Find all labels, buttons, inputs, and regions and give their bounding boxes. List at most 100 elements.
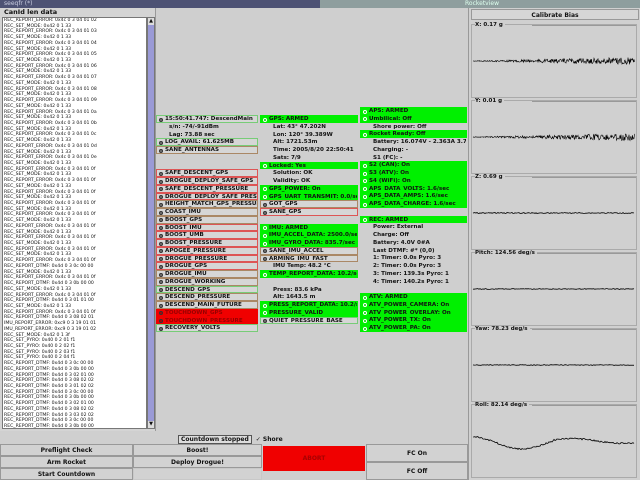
- log-line[interactable]: REC_REPORT_DTMF: 0x4d 0 3 0b 00 00: [4, 424, 94, 429]
- abort-button[interactable]: ABORT: [263, 446, 365, 471]
- log-line[interactable]: REC_SET_MODE: 0x42 0 1 33: [4, 160, 72, 166]
- status-indicator: SANE_ANTENNAS: [156, 146, 258, 154]
- log-line[interactable]: REC_SET_MODE: 0x42 0 1 33: [4, 172, 72, 178]
- calibrate-bias-button[interactable]: Calibrate Bias: [471, 9, 639, 20]
- log-line[interactable]: REC_SET_MODE: 0x42 0 1 3f: [4, 332, 70, 338]
- status-text: s/n: -74/-91dBm: [156, 123, 258, 131]
- log-line[interactable]: REC_REPORT_ERROR: 0x4c 0 3 04 01 0b: [4, 120, 97, 126]
- log-line[interactable]: REC_REPORT_DTMF: 0x4d 0 3 0c 00 00: [4, 418, 94, 424]
- log-line[interactable]: REC_REPORT_ERROR: 0x4c 0 3 04 01 0f: [4, 223, 96, 229]
- log-line[interactable]: REC_SET_MODE: 0x42 0 1 33: [4, 23, 72, 29]
- arm-rocket-button[interactable]: Arm Rocket: [0, 456, 133, 468]
- boost-button[interactable]: Boost!: [133, 444, 262, 456]
- log-line[interactable]: REC_REPORT_ERROR: 0x4c 0 3 04 01 06: [4, 63, 97, 69]
- log-line[interactable]: REC_REPORT_ERROR: 0x4c 0 3 04 01 0f: [4, 201, 96, 206]
- log-line[interactable]: REC_SET_MODE: 0x42 0 1 33: [4, 218, 72, 224]
- log-line[interactable]: REC_SET_MODE: 0x42 0 1 33: [4, 115, 72, 121]
- log-line[interactable]: IMU_REPORT_ERROR: 0xc9 0 3 19 01 02: [4, 326, 97, 332]
- log-line[interactable]: REC_REPORT_ERROR: 0x4c 0 3 04 01 0e: [4, 155, 97, 161]
- log-line[interactable]: REC_SET_MODE: 0x42 0 1 33: [4, 35, 72, 41]
- log-line[interactable]: REC_SET_MODE: 0x42 0 1 33: [4, 241, 72, 247]
- log-line[interactable]: REC_SET_MODE: 0x42 0 1 33: [4, 269, 72, 275]
- log-line[interactable]: REC_REPORT_DTMF: 0x4d 0 3 02 01 00: [4, 401, 94, 407]
- shore-checkbox[interactable]: ✓ Shore: [256, 435, 283, 444]
- status-label: Locked: Yes: [269, 162, 306, 169]
- log-line[interactable]: REC_SET_MODE: 0x42 0 1 33: [4, 206, 72, 212]
- log-line[interactable]: REC_SET_MODE: 0x42 0 1 33: [4, 126, 72, 132]
- log-line[interactable]: REC_REPORT_ERROR: 0x4c 0 3 04 01 07: [4, 75, 97, 81]
- log-line[interactable]: REC_SET_PYRO: 0x40 0 2 02 f1: [4, 343, 76, 349]
- deploy-drogue-button[interactable]: Deploy Drogue!: [133, 456, 262, 468]
- log-line[interactable]: REC_REPORT_ERROR: 0x4c 0 3 04 01 0f: [4, 166, 96, 172]
- log-line[interactable]: REC_REPORT_ERROR: 0x4c 0 3 04 01 0f: [4, 235, 96, 241]
- log-line[interactable]: REC_SET_PYRO: 0x40 0 2 04 f1: [4, 355, 76, 361]
- scroll-down-icon[interactable]: ▼: [148, 421, 154, 428]
- log-line[interactable]: REC_REPORT_ERROR: 0x4c 0 3 04 01 0a: [4, 109, 97, 115]
- log-line[interactable]: REC_REPORT_ERROR: 0x4c 0 3 04 01 0f: [4, 275, 96, 281]
- log-line[interactable]: REC_SET_MODE: 0x42 0 1 33: [4, 303, 72, 309]
- log-line[interactable]: REC_REPORT_ERROR: 0x4c 0 3 04 01 09: [4, 98, 97, 104]
- log-line[interactable]: REC_REPORT_ERROR: 0x4c 0 3 04 01 02: [4, 18, 97, 23]
- log-line[interactable]: REC_REPORT_ERROR: 0x4c 0 3 04 01 03: [4, 29, 97, 35]
- log-line[interactable]: REC_REPORT_ERROR: 0x4c 0 3 04 01 0f: [4, 212, 96, 218]
- log-line[interactable]: REC_SET_MODE: 0x42 0 1 33: [4, 138, 72, 144]
- status-led-icon: [263, 233, 267, 238]
- log-scrollbar[interactable]: ▲ ▼: [147, 17, 155, 429]
- status-indicator: ATV: ARMED: [360, 293, 467, 301]
- log-line[interactable]: REC_SET_MODE: 0x42 0 1 33: [4, 69, 72, 75]
- log-line[interactable]: REC_REPORT_ERROR: 0x4c 0 3 04 01 0f: [4, 189, 96, 195]
- log-line[interactable]: REC_SET_MODE: 0x42 0 1 33: [4, 103, 72, 109]
- log-line[interactable]: REC_REPORT_DTMF: 0x4d 0 3 08 02 02: [4, 378, 94, 384]
- log-line[interactable]: REC_SET_MODE: 0x42 0 1 33: [4, 252, 72, 258]
- log-line[interactable]: REC_SET_PYRO: 0x40 0 2 03 f1: [4, 349, 76, 355]
- plot-label: Pitch: 124.56 deg/s: [475, 250, 537, 256]
- log-line[interactable]: REC_SET_MODE: 0x42 0 1 33: [4, 183, 72, 189]
- log-line[interactable]: REC_SET_MODE: 0x42 0 1 33: [4, 80, 72, 86]
- log-line[interactable]: REC_REPORT_DTMF: 0x4d 0 3 0b 00 00: [4, 366, 94, 372]
- log-line[interactable]: REC_REPORT_ERROR: 0x4c 0 3 04 01 0f: [4, 246, 96, 252]
- status-led-icon: [363, 179, 367, 184]
- fc-off-button[interactable]: FC Off: [366, 462, 468, 480]
- log-line[interactable]: REC_SET_MODE: 0x42 0 1 33: [4, 46, 72, 52]
- log-line[interactable]: REC_REPORT_DTMF: 0x4d 0 3 03 02 02: [4, 412, 94, 418]
- log-line[interactable]: REC_REPORT_ERROR: 0x4c 0 3 04 01 05: [4, 52, 97, 58]
- log-line[interactable]: REC_REPORT_ERROR: 0x4c 0 3 04 01 0c: [4, 132, 97, 138]
- log-line[interactable]: REC_REPORT_DTMF: 0x4d 0 3 01 02 02: [4, 384, 94, 389]
- log-line[interactable]: REC_SET_MODE: 0x42 0 1 33: [4, 195, 72, 201]
- start-countdown-button[interactable]: Start Countdown: [0, 468, 133, 480]
- log-line[interactable]: REC_REPORT_DTMF: 0x4d 0 3 08 02 02: [4, 406, 94, 412]
- log-line[interactable]: REC_REPORT_DTMF: 0x4d 0 3 0c 00 00: [4, 361, 94, 367]
- log-line[interactable]: REC_REPORT_ERROR: 0x4c 0 3 04 01 04: [4, 40, 97, 46]
- preflight-check-button[interactable]: Preflight Check: [0, 444, 133, 456]
- status-label: SANE_GPS: [269, 209, 302, 215]
- log-line[interactable]: REC_SET_PYRO: 0x40 0 2 01 f1: [4, 338, 76, 344]
- log-line[interactable]: REC_REPORT_ERROR: 0x4c 0 3 04 01 0f: [4, 292, 96, 298]
- log-line[interactable]: REC_REPORT_DTMF: 0x4d 0 3 08 02 01: [4, 315, 94, 321]
- log-line[interactable]: REC_REPORT_DTMF: 0x4d 0 3 0b 00 00: [4, 395, 94, 401]
- status-label: BOOST_PRESSURE: [165, 240, 223, 246]
- log-line[interactable]: REC_REPORT_ERROR: 0x4c 0 3 04 01 08: [4, 86, 97, 92]
- log-line[interactable]: REC_SET_MODE: 0x42 0 1 33: [4, 92, 72, 98]
- status-indicator: DROGUE_DEPLOY_SAFE_PRESSURE: [156, 192, 258, 201]
- log-line[interactable]: REC_REPORT_ERROR: 0x4c 0 3 04 01 0f: [4, 178, 96, 184]
- log-line[interactable]: REC_REPORT_ERROR: 0x4c 0 3 04 01 0f: [4, 258, 96, 264]
- log-line[interactable]: IMU_REPORT_ERROR: 0xc9 0 3 19 01 01: [4, 321, 97, 327]
- log-line[interactable]: REC_SET_MODE: 0x42 0 1 33: [4, 229, 72, 235]
- status-indicator: BOOST_UMB: [156, 231, 258, 239]
- log-line[interactable]: REC_REPORT_DTMF: 0x4d 0 3 0c 00 00: [4, 263, 94, 269]
- log-line[interactable]: REC_REPORT_ERROR: 0x4c 0 3 04 01 0d: [4, 143, 97, 149]
- log-line[interactable]: REC_SET_MODE: 0x42 0 1 33: [4, 149, 72, 155]
- fc-on-button[interactable]: FC On: [366, 444, 468, 462]
- log-line[interactable]: REC_REPORT_DTMF: 0x4d 0 3 0c 00 00: [4, 389, 94, 395]
- scroll-up-icon[interactable]: ▲: [148, 18, 154, 25]
- spacer: [260, 216, 358, 224]
- status-indicator: DESCEND_PRESSURE: [156, 293, 258, 301]
- log-line[interactable]: REC_REPORT_ERROR: 0x4c 0 3 04 01 0f: [4, 309, 96, 315]
- status-label: DESCEND_PRESSURE: [165, 294, 231, 301]
- log-line[interactable]: REC_REPORT_DTMF: 0x4d 0 3 0b 00 00: [4, 281, 94, 287]
- log-line[interactable]: REC_SET_MODE: 0x42 0 1 33: [4, 58, 72, 64]
- log-line[interactable]: REC_REPORT_DTMF: 0x4d 0 3 01 01 00: [4, 298, 94, 304]
- log-line[interactable]: REC_REPORT_DTMF: 0x4d 0 3 02 01 00: [4, 372, 94, 378]
- log-line[interactable]: REC_SET_MODE: 0x42 0 1 33: [4, 286, 72, 292]
- can-log-list[interactable]: REC_REPORT_ERROR: 0x4c 0 3 04 01 02 REC_S…: [2, 17, 147, 429]
